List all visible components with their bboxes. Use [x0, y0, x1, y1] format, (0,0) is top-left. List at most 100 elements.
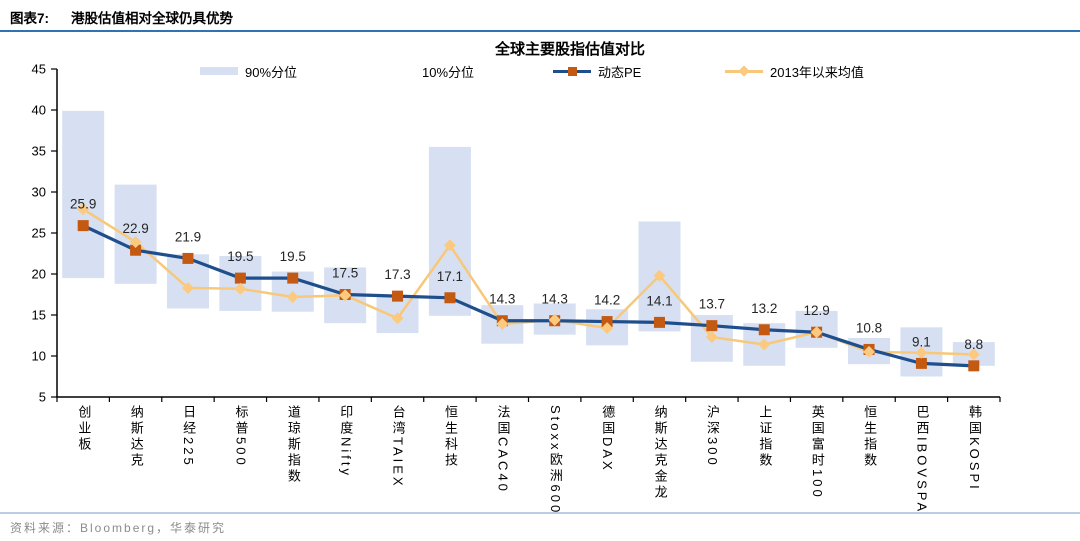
- header-divider: [0, 30, 1080, 32]
- pe-value-label: 13.7: [699, 297, 725, 312]
- percentile-band-bar: [62, 110, 105, 279]
- y-tick-label: 30: [32, 185, 46, 200]
- mean-marker: [496, 318, 509, 331]
- x-category-label: 巴西IBOVSPA: [895, 405, 947, 514]
- pe-value-label: 9.1: [912, 334, 931, 349]
- x-category-label: 印度Nifty: [319, 405, 371, 478]
- x-category-label-text: 创业板: [76, 405, 92, 453]
- x-category-label: 恒生科技: [424, 405, 476, 469]
- x-category-label: 韩国KOSPI: [948, 405, 1000, 492]
- legend-label: 10%分位: [422, 64, 475, 80]
- mean-marker: [77, 203, 90, 216]
- x-category-label: Stoxx欧洲600: [529, 405, 581, 515]
- x-category-label: 恒生指数: [843, 405, 895, 469]
- legend-label: 2013年以来均值: [770, 64, 864, 80]
- pe-marker: [444, 292, 456, 304]
- legend-label: 动态PE: [598, 64, 642, 80]
- mean-marker: [129, 236, 142, 249]
- mean-marker: [705, 331, 718, 344]
- mean-line: [82, 208, 974, 356]
- pe-value-label: 17.1: [437, 269, 463, 284]
- x-category-label-text: 恒生科技: [443, 405, 459, 469]
- x-category-label-text: 法国CAC40: [495, 405, 511, 494]
- legend-item-10pct: 10%分位: [415, 63, 475, 80]
- pe-value-label: 14.3: [542, 292, 568, 307]
- x-category-label-text: 巴西IBOVSPA: [914, 405, 930, 515]
- pe-marker: [130, 244, 142, 256]
- pe-value-label: 10.8: [856, 320, 882, 335]
- x-category-label: 纳斯达克: [110, 405, 162, 469]
- pe-marker: [915, 357, 927, 369]
- pe-value-label: 14.3: [489, 292, 515, 307]
- pe-marker: [287, 272, 299, 284]
- mean-marker: [443, 239, 456, 252]
- x-category-label-text: Stoxx欧洲600: [547, 405, 563, 516]
- legend-swatch-mean: [725, 65, 763, 77]
- mean-marker: [601, 322, 614, 335]
- x-category-label-text: 印度Nifty: [338, 405, 354, 478]
- legend-swatch-band: [200, 67, 238, 75]
- pe-value-label: 14.1: [646, 293, 672, 308]
- x-category-label-text: 上证指数: [757, 405, 773, 469]
- pe-marker: [706, 320, 718, 332]
- x-category-label: 纳斯达克金龙: [633, 405, 685, 501]
- pe-value-label: 14.2: [594, 293, 620, 308]
- x-category-label: 上证指数: [738, 405, 790, 469]
- y-tick-label: 5: [39, 390, 46, 405]
- x-category-label: 台湾TAIEX: [372, 405, 424, 489]
- pe-value-label: 8.8: [964, 337, 983, 352]
- y-tick-label: 35: [32, 144, 46, 159]
- mean-marker: [286, 290, 299, 303]
- pe-value-label: 17.5: [332, 266, 358, 281]
- x-category-label-text: 德国DAX: [600, 405, 616, 473]
- mean-marker: [339, 289, 352, 302]
- figure-title: 港股估值相对全球仍具优势: [71, 11, 234, 26]
- x-category-label-text: 韩国KOSPI: [966, 405, 982, 492]
- figure-number: 图表7:: [10, 11, 50, 26]
- x-category-label-text: 日经225: [181, 405, 197, 468]
- pe-value-label: 21.9: [175, 229, 201, 244]
- x-category-label: 英国富时100: [791, 405, 843, 500]
- percentile-band-bar: [428, 146, 471, 316]
- x-category-label-text: 标普500: [233, 405, 249, 468]
- pe-marker: [392, 290, 404, 302]
- y-tick-label: 45: [32, 62, 46, 77]
- pe-marker: [234, 272, 246, 284]
- chart-legend: 90%分位 10%分位 动态PE 2013年以来均值: [0, 63, 1080, 81]
- x-category-label: 日经225: [162, 405, 214, 468]
- legend-item-mean: 2013年以来均值: [725, 63, 864, 80]
- pe-value-label: 17.3: [384, 267, 410, 282]
- mean-marker: [863, 345, 876, 358]
- x-category-label: 德国DAX: [581, 405, 633, 473]
- pe-marker: [653, 316, 665, 328]
- pe-value-label: 19.5: [280, 249, 306, 264]
- figure-header: 图表7: 港股估值相对全球仍具优势: [10, 7, 233, 27]
- mean-marker: [915, 346, 928, 359]
- pe-value-label: 13.2: [751, 301, 777, 316]
- x-category-label-text: 纳斯达克: [128, 405, 144, 469]
- source-note: 资料来源：Bloomberg，华泰研究: [10, 521, 227, 535]
- pe-marker: [601, 316, 613, 328]
- y-tick-label: 10: [32, 349, 46, 364]
- x-category-label-text: 道琼斯指数: [285, 405, 301, 485]
- pe-marker: [77, 220, 89, 232]
- mean-marker: [810, 326, 823, 339]
- pe-line: [82, 224, 974, 368]
- source-divider: [0, 512, 1080, 514]
- legend-item-90pct: 90%分位: [200, 63, 298, 80]
- x-category-label-text: 台湾TAIEX: [390, 405, 406, 489]
- y-tick-label: 25: [32, 226, 46, 241]
- x-category-label: 标普500: [214, 405, 266, 468]
- legend-label: 90%分位: [245, 64, 298, 80]
- y-tick-label: 40: [32, 103, 46, 118]
- pe-marker: [182, 252, 194, 264]
- x-category-label: 道琼斯指数: [267, 405, 319, 485]
- legend-item-pe: 动态PE: [553, 63, 642, 80]
- pe-value-label: 25.9: [70, 197, 96, 212]
- x-category-label: 创业板: [57, 405, 109, 453]
- pe-marker: [968, 360, 980, 372]
- pe-value-label: 19.5: [227, 249, 253, 264]
- mean-marker: [181, 281, 194, 294]
- mean-marker: [234, 282, 247, 295]
